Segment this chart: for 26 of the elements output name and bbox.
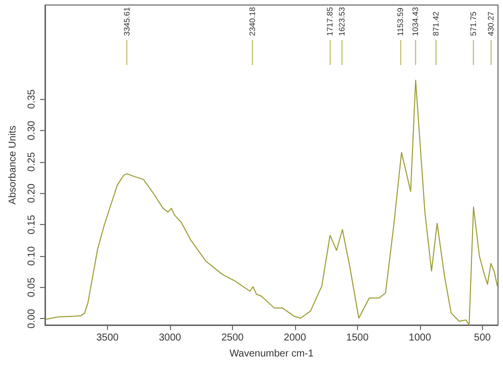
x-tick-label: 3500: [96, 332, 120, 344]
ref-line-label: 1153.59: [396, 7, 406, 36]
x-tick-label: 1000: [408, 332, 432, 344]
ref-line-label: 1717.85: [326, 6, 335, 36]
ref-line-label: 1034.43: [411, 6, 420, 36]
y-tick-label: 0.15: [26, 214, 38, 234]
x-tick-label: 3000: [158, 332, 182, 344]
ref-line-label: 3345.61: [122, 6, 132, 36]
ref-line-label: 1623.53: [337, 6, 346, 36]
x-tick-label: 1500: [346, 332, 369, 344]
x-axis-title: Wavenumber cm-1: [229, 348, 314, 360]
y-tick-label: 0.35: [26, 88, 38, 109]
ref-line-label: 571.75: [468, 10, 478, 36]
x-tick-label: 2500: [221, 332, 244, 344]
y-tick-label: 0.00: [26, 308, 38, 328]
ref-line-label: 871.42: [431, 10, 440, 36]
x-tick-label: 500: [474, 332, 492, 344]
y-axis-title: Absorbance Units: [8, 126, 18, 204]
y-tick-label: 0.10: [26, 246, 38, 266]
y-tick-label: 0.30: [26, 120, 38, 140]
y-tick-label: 0.25: [26, 152, 38, 172]
x-tick-label: 2000: [284, 332, 306, 344]
y-tick-label: 0.05: [26, 277, 38, 298]
ref-line-label: 430.27: [486, 10, 496, 36]
ref-line-label: 2340.18: [248, 6, 257, 36]
y-tick-label: 0.20: [26, 183, 38, 203]
